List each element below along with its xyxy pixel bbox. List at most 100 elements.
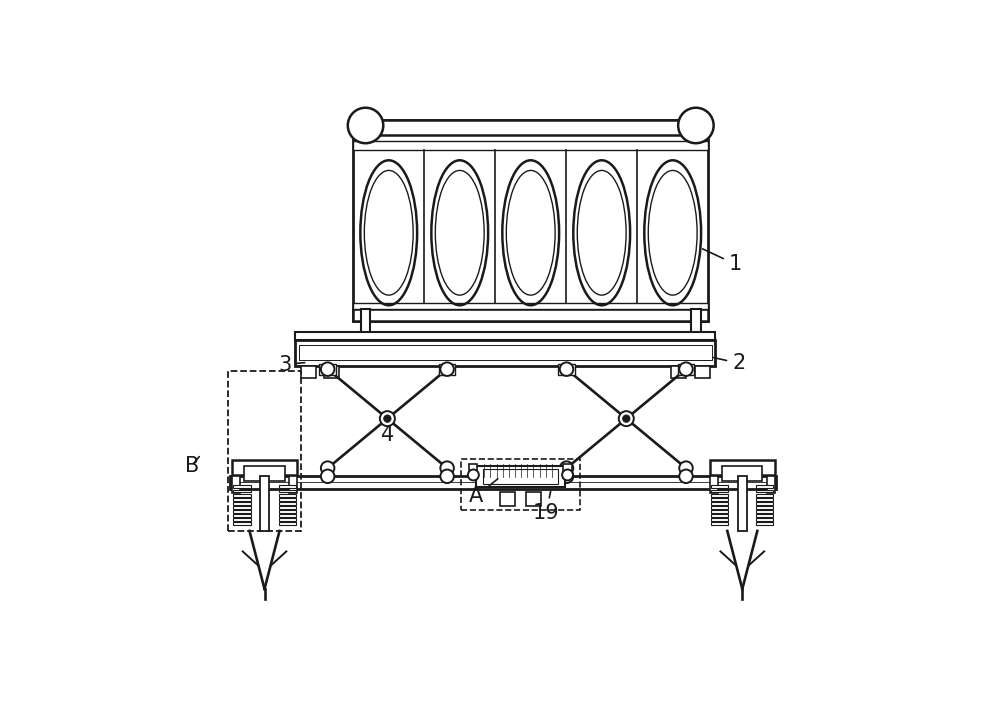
Bar [711,510,728,513]
Bar [563,464,572,479]
Bar [279,498,296,501]
Bar [233,498,251,501]
Bar [244,466,285,481]
Bar [756,514,773,517]
Bar [233,506,251,509]
Bar [767,476,775,493]
Bar [232,476,240,493]
Bar [279,502,296,505]
Bar [353,303,708,309]
Text: 3: 3 [278,355,305,375]
Circle shape [678,108,714,143]
Bar [279,506,296,509]
Bar [233,493,251,496]
Bar [691,309,701,359]
Bar [711,493,728,496]
Bar [671,365,686,378]
Bar [279,490,296,493]
Bar [722,466,762,481]
Bar [439,364,455,375]
Bar [756,493,773,496]
Bar [678,364,694,375]
Bar [353,309,708,321]
Text: 2: 2 [713,353,745,373]
Bar [710,476,718,493]
Bar [228,370,301,531]
Bar [233,490,251,493]
Circle shape [321,363,334,376]
Circle shape [468,469,479,481]
Bar [711,486,728,488]
Circle shape [348,108,383,143]
Bar [279,514,296,517]
Bar [756,506,773,509]
Circle shape [679,469,693,483]
Bar [295,331,715,340]
Bar [233,518,251,521]
Bar [711,518,728,521]
Bar [469,464,477,479]
Bar [756,523,773,525]
Bar [756,518,773,521]
Bar [324,365,339,378]
Bar [279,486,296,488]
Bar [756,498,773,501]
Bar [500,492,515,506]
Bar [526,492,541,506]
Circle shape [440,363,454,376]
Bar [230,476,776,488]
Circle shape [440,469,454,483]
Bar [233,486,251,488]
Bar [711,506,728,509]
Bar [711,490,728,493]
Bar [710,460,775,475]
Bar [711,523,728,525]
Bar [756,490,773,493]
Bar [299,346,712,360]
Bar [295,340,715,365]
Bar [260,476,269,531]
Bar [695,365,710,378]
Text: 1: 1 [703,249,742,274]
Bar [289,476,297,493]
Bar [353,141,708,150]
Circle shape [562,469,573,481]
Bar [319,364,336,375]
Bar [738,476,747,531]
Bar [279,493,296,496]
Bar [756,486,773,488]
Text: A: A [469,479,498,506]
Bar [711,502,728,505]
Circle shape [619,411,634,426]
Bar [483,469,558,483]
Bar [233,510,251,513]
Bar [233,514,251,517]
Bar [233,523,251,525]
Circle shape [679,461,693,475]
Bar [711,498,728,501]
Circle shape [380,411,395,426]
Circle shape [679,363,693,376]
Bar [232,460,297,475]
Bar [353,120,708,135]
Circle shape [440,461,454,475]
Circle shape [321,461,334,475]
Bar [279,523,296,525]
Bar [558,364,575,375]
Text: 19: 19 [533,491,559,523]
Bar [279,518,296,521]
Text: B: B [185,456,199,476]
Bar [279,510,296,513]
Bar [476,466,565,486]
Bar [711,514,728,517]
Circle shape [560,363,573,376]
Text: 4: 4 [381,417,394,445]
Circle shape [560,469,573,483]
Circle shape [623,415,630,422]
Bar [301,365,316,378]
Bar [756,502,773,505]
Circle shape [560,461,573,475]
Circle shape [384,415,391,422]
Bar [361,309,370,359]
Bar [353,120,708,321]
